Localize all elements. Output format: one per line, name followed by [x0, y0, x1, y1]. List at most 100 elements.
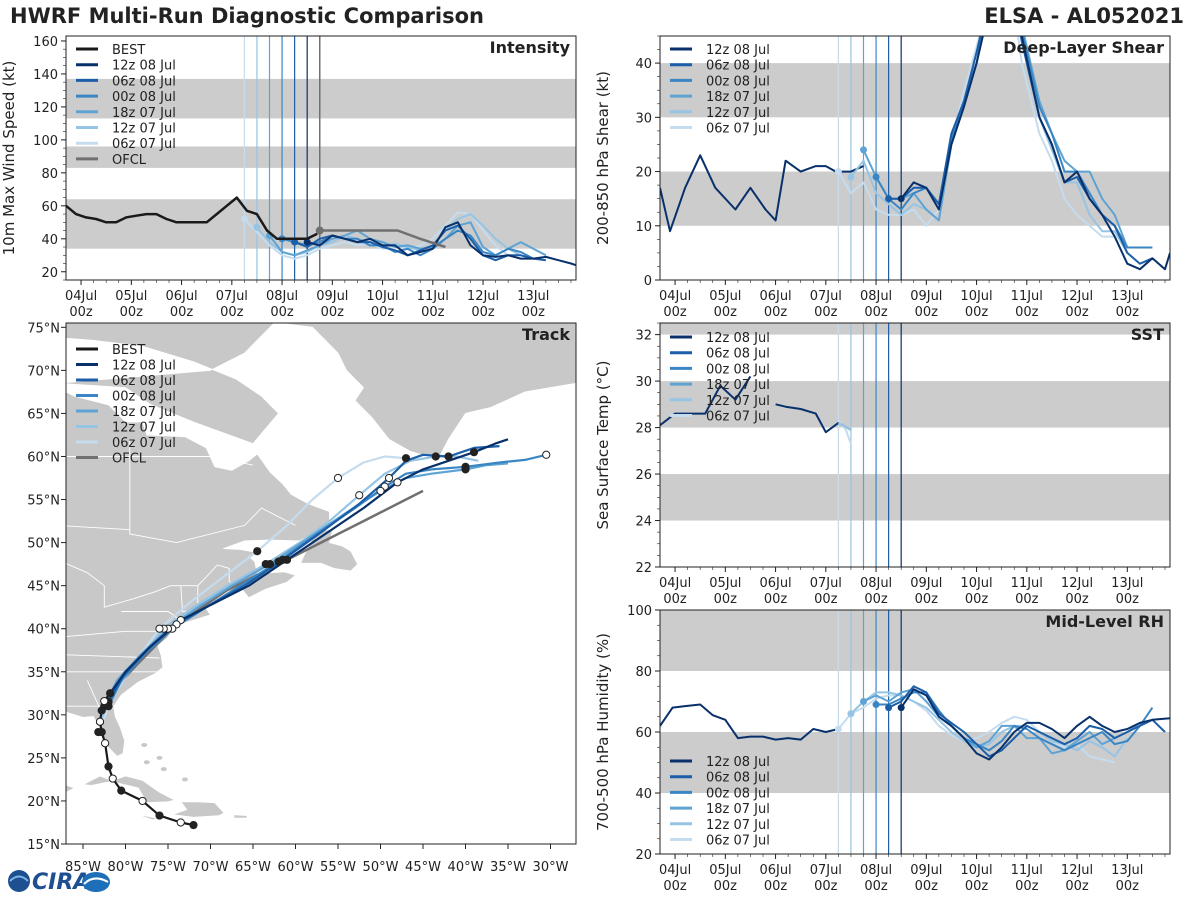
bahamas-land	[143, 760, 150, 765]
intensity-ytick-label: 60	[41, 200, 58, 215]
track-lat-label: 20°N	[27, 795, 60, 810]
sst-xtick-label: 06Jul	[759, 576, 791, 591]
page-title: HWRF Multi-Run Diagnostic Comparison	[10, 4, 485, 28]
sst-legend-label: 12z 07 Jul	[706, 394, 770, 409]
intensity-xtick-label: 08Jul	[266, 289, 298, 304]
track-lon-label: 35°W	[490, 860, 526, 875]
shear-xtick-sublabel: 00z	[1015, 305, 1039, 320]
shear-run-line	[900, 36, 1170, 271]
sst-legend-label: 06z 08 Jul	[706, 347, 770, 362]
intensity-legend-label: 18z 07 Jul	[112, 106, 176, 121]
sst-band	[660, 381, 1170, 428]
shear-xtick-sublabel: 00z	[864, 305, 888, 320]
shear-xtick-label: 08Jul	[860, 289, 892, 304]
province-border	[66, 525, 130, 531]
intensity-legend-label: 06z 08 Jul	[112, 74, 176, 89]
sst-legend-label: 06z 07 Jul	[706, 410, 770, 425]
rh-ytick-label: 20	[635, 848, 652, 863]
bahamas-land	[182, 777, 188, 782]
rh-ytick-label: 60	[635, 726, 652, 741]
sst-ytick-label: 22	[635, 561, 652, 576]
globe-icon	[8, 870, 30, 892]
shear-xtick-sublabel: 00z	[814, 305, 838, 320]
track-legend-label: 12z 07 Jul	[112, 421, 176, 436]
shear-history-line	[660, 154, 864, 233]
shear-run-start-point	[897, 195, 905, 203]
intensity-legend-label: 00z 08 Jul	[112, 90, 176, 105]
track-run-line	[109, 438, 509, 694]
track-run-point	[274, 557, 283, 566]
rh-xtick-sublabel: 00z	[1065, 879, 1089, 894]
rh-xtick-label: 09Jul	[910, 863, 942, 878]
sst-title: SST	[1131, 325, 1164, 344]
rh-xtick-sublabel: 00z	[1015, 879, 1039, 894]
shear-legend-label: 18z 07 Jul	[706, 90, 770, 105]
sst-band	[660, 323, 1170, 335]
bahamas-land	[141, 742, 148, 747]
bahamas-land	[160, 767, 167, 772]
rh-xtick-sublabel: 00z	[915, 879, 939, 894]
intensity-run-start-point	[291, 238, 299, 246]
intensity-xtick-sublabel: 00z	[471, 305, 495, 320]
intensity-run-start-point	[253, 223, 261, 231]
rh-xtick-label: 08Jul	[860, 863, 892, 878]
shear-ytick-label: 0	[644, 274, 652, 289]
shear-xtick-label: 13Jul	[1111, 289, 1143, 304]
sst-ytick-label: 26	[635, 468, 652, 483]
intensity-xtick-sublabel: 00z	[170, 305, 194, 320]
intensity-ofcl-line	[319, 229, 446, 249]
intensity-xtick-sublabel: 00z	[522, 305, 546, 320]
sst-legend-label: 00z 08 Jul	[706, 362, 770, 377]
track-lon-label: 60°W	[278, 860, 314, 875]
sst-legend-label: 18z 07 Jul	[706, 378, 770, 393]
track-best-point	[104, 762, 113, 771]
shear-xtick-sublabel: 00z	[1065, 305, 1089, 320]
track-title: Track	[522, 325, 570, 344]
rh-ytick-label: 40	[635, 787, 652, 802]
track-lon-label: 85°W	[65, 860, 101, 875]
rh-run-start-point	[885, 704, 893, 712]
sst-panel: 22242628303204Jul00z05Jul00z06Jul00z07Ju…	[594, 322, 1171, 607]
rh-ylabel: 700-500 hPa Humidity (%)	[594, 633, 612, 831]
shear-run-start-point	[847, 173, 855, 181]
track-lat-label: 35°N	[27, 666, 60, 681]
intensity-band	[66, 146, 576, 168]
sst-frame	[659, 322, 1171, 568]
rh-run-start-point	[834, 725, 842, 733]
intensity-panel: 2040608010012014016004Jul00z05Jul00z06Ju…	[0, 35, 577, 320]
shear-legend-label: 12z 08 Jul	[706, 43, 770, 58]
intensity-ytick-label: 20	[41, 266, 58, 281]
rh-xtick-sublabel: 00z	[714, 879, 738, 894]
shear-run-line	[862, 36, 1140, 249]
sst-xtick-sublabel: 00z	[1116, 592, 1140, 607]
shear-xtick-label: 07Jul	[810, 289, 842, 304]
rh-xtick-sublabel: 00z	[814, 879, 838, 894]
intensity-best-line	[66, 196, 318, 241]
greenland-land	[273, 323, 576, 457]
intensity-frame	[65, 35, 577, 281]
rh-run-start-point	[872, 701, 880, 709]
shear-xtick-label: 09Jul	[910, 289, 942, 304]
track-lon-label: 45°W	[405, 860, 441, 875]
state-border	[121, 611, 182, 621]
track-run-point	[261, 560, 270, 569]
shear-ytick-label: 40	[635, 57, 652, 72]
sst-xtick-label: 04Jul	[659, 576, 691, 591]
track-best-point	[176, 818, 185, 827]
intensity-legend-label: 12z 07 Jul	[112, 122, 176, 137]
rh-xtick-sublabel: 00z	[663, 879, 687, 894]
rh-history-line	[660, 703, 839, 741]
shear-ylabel: 200-850 hPa Shear (kt)	[594, 71, 612, 245]
shear-run-line	[888, 36, 1153, 265]
shear-legend-label: 00z 08 Jul	[706, 74, 770, 89]
track-run-point	[155, 624, 164, 633]
rh-band	[660, 610, 1170, 671]
shear-band	[660, 63, 1170, 118]
rh-legend-label: 06z 07 Jul	[706, 834, 770, 849]
intensity-ytick-label: 80	[41, 167, 58, 182]
state-border	[66, 630, 162, 638]
rh-ytick-label: 80	[635, 665, 652, 680]
rh-xtick-sublabel: 00z	[764, 879, 788, 894]
track-lon-label: 80°W	[108, 860, 144, 875]
sst-xtick-sublabel: 00z	[814, 592, 838, 607]
